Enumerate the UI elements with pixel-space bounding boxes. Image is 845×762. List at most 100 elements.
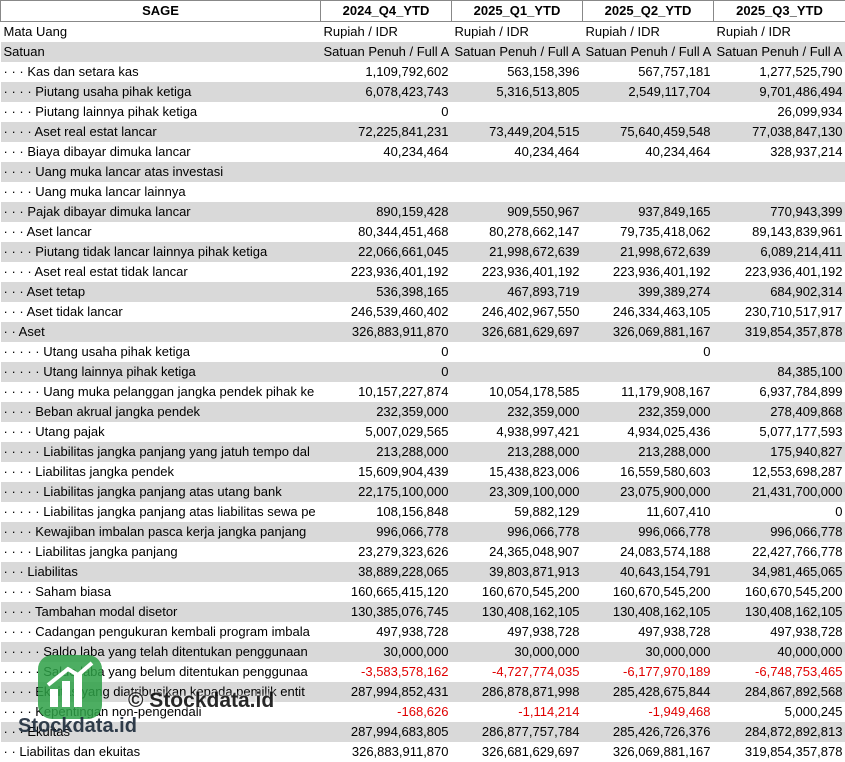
cell-value: 326,883,911,870 bbox=[321, 322, 452, 342]
cell-value: 130,385,076,745 bbox=[321, 602, 452, 622]
table-row: · · · · · Saldo laba yang telah ditentuk… bbox=[1, 642, 845, 662]
row-label: · · · Liabilitas bbox=[1, 562, 321, 582]
cell-value: 278,409,868 bbox=[714, 402, 845, 422]
cell-value: 467,893,719 bbox=[452, 282, 583, 302]
cell-value: 5,077,177,593 bbox=[714, 422, 845, 442]
cell-value: 80,278,662,147 bbox=[452, 222, 583, 242]
cell-value: -6,748,753,465 bbox=[714, 662, 845, 682]
cell-value: 130,408,162,105 bbox=[714, 602, 845, 622]
cell-value bbox=[583, 362, 714, 382]
cell-value: -168,626 bbox=[321, 702, 452, 722]
row-label: · · · · · Liabilitas jangka panjang atas… bbox=[1, 482, 321, 502]
cell-value: 40,234,464 bbox=[583, 142, 714, 162]
cell-value: 223,936,401,192 bbox=[452, 262, 583, 282]
cell-value: Rupiah / IDR bbox=[583, 22, 714, 43]
row-label: · · · · Aset real estat lancar bbox=[1, 122, 321, 142]
table-row: · · · · Cadangan pengukuran kembali prog… bbox=[1, 622, 845, 642]
cell-value: 10,054,178,585 bbox=[452, 382, 583, 402]
row-label: · · · · · Uang muka pelanggan jangka pen… bbox=[1, 382, 321, 402]
cell-value: -1,949,468 bbox=[583, 702, 714, 722]
row-label: · · · · Kewajiban imbalan pasca kerja ja… bbox=[1, 522, 321, 542]
cell-value: 996,066,778 bbox=[714, 522, 845, 542]
row-label: · · · · Liabilitas jangka panjang bbox=[1, 542, 321, 562]
cell-value: 563,158,396 bbox=[452, 62, 583, 82]
cell-value: 160,665,415,120 bbox=[321, 582, 452, 602]
watermark-brand: Stockdata.id bbox=[18, 715, 137, 738]
row-label: · · · Kas dan setara kas bbox=[1, 62, 321, 82]
row-label: · · · · · Utang usaha pihak ketiga bbox=[1, 342, 321, 362]
cell-value: 567,757,181 bbox=[583, 62, 714, 82]
cell-value: 284,867,892,568 bbox=[714, 682, 845, 702]
cell-value bbox=[714, 182, 845, 202]
cell-value bbox=[583, 182, 714, 202]
cell-value: 30,000,000 bbox=[583, 642, 714, 662]
cell-value bbox=[321, 162, 452, 182]
cell-value: 223,936,401,192 bbox=[321, 262, 452, 282]
cell-value: 24,083,574,188 bbox=[583, 542, 714, 562]
cell-value: 12,553,698,287 bbox=[714, 462, 845, 482]
cell-value: 30,000,000 bbox=[452, 642, 583, 662]
cell-value: 11,179,908,167 bbox=[583, 382, 714, 402]
cell-value: 89,143,839,961 bbox=[714, 222, 845, 242]
row-label: Mata Uang bbox=[1, 22, 321, 43]
cell-value: -1,114,214 bbox=[452, 702, 583, 722]
cell-value: 326,069,881,167 bbox=[583, 322, 714, 342]
cell-value bbox=[714, 342, 845, 362]
cell-value: 75,640,459,548 bbox=[583, 122, 714, 142]
cell-value: 890,159,428 bbox=[321, 202, 452, 222]
table-row: · · · · · Liabilitas jangka panjang yang… bbox=[1, 442, 845, 462]
cell-value: 319,854,357,878 bbox=[714, 322, 845, 342]
cell-value: 160,670,545,200 bbox=[583, 582, 714, 602]
cell-value: 22,427,766,778 bbox=[714, 542, 845, 562]
cell-value: 77,038,847,130 bbox=[714, 122, 845, 142]
cell-value: 536,398,165 bbox=[321, 282, 452, 302]
cell-value: 399,389,274 bbox=[583, 282, 714, 302]
row-label: · · · Pajak dibayar dimuka lancar bbox=[1, 202, 321, 222]
cell-value: 40,643,154,791 bbox=[583, 562, 714, 582]
cell-value: 213,288,000 bbox=[583, 442, 714, 462]
cell-value: 73,449,204,515 bbox=[452, 122, 583, 142]
cell-value: 11,607,410 bbox=[583, 502, 714, 522]
cell-value: 40,234,464 bbox=[321, 142, 452, 162]
column-header: 2025_Q2_YTD bbox=[583, 1, 714, 22]
cell-value: 16,559,580,603 bbox=[583, 462, 714, 482]
cell-value: 59,882,129 bbox=[452, 502, 583, 522]
table-row: · · · · Kewajiban imbalan pasca kerja ja… bbox=[1, 522, 845, 542]
cell-value: 287,994,852,431 bbox=[321, 682, 452, 702]
cell-value: -3,583,578,162 bbox=[321, 662, 452, 682]
row-label: · · · Aset tidak lancar bbox=[1, 302, 321, 322]
cell-value: 22,175,100,000 bbox=[321, 482, 452, 502]
row-label: · · · Aset tetap bbox=[1, 282, 321, 302]
cell-value: 326,681,629,697 bbox=[452, 322, 583, 342]
cell-value: 2,549,117,704 bbox=[583, 82, 714, 102]
cell-value: -6,177,970,189 bbox=[583, 662, 714, 682]
cell-value: 160,670,545,200 bbox=[714, 582, 845, 602]
watermark-copyright: © Stockdata.id bbox=[128, 689, 274, 713]
cell-value: 130,408,162,105 bbox=[452, 602, 583, 622]
row-label: · · · · Tambahan modal disetor bbox=[1, 602, 321, 622]
row-label: · · Aset bbox=[1, 322, 321, 342]
cell-value: 996,066,778 bbox=[583, 522, 714, 542]
cell-value: 996,066,778 bbox=[452, 522, 583, 542]
row-label: · · · · Cadangan pengukuran kembali prog… bbox=[1, 622, 321, 642]
cell-value: 0 bbox=[321, 362, 452, 382]
cell-value: 6,937,784,899 bbox=[714, 382, 845, 402]
cell-value: 1,109,792,602 bbox=[321, 62, 452, 82]
logo-icon bbox=[38, 655, 102, 719]
cell-value: 232,359,000 bbox=[321, 402, 452, 422]
row-label: · · Liabilitas dan ekuitas bbox=[1, 742, 321, 762]
cell-value: 4,934,025,436 bbox=[583, 422, 714, 442]
cell-value: 108,156,848 bbox=[321, 502, 452, 522]
